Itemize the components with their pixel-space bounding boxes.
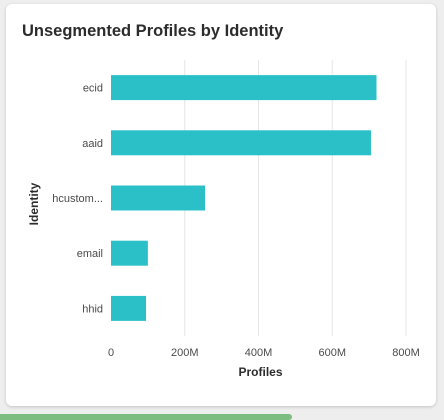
bar-4 bbox=[111, 295, 147, 321]
x-tick-label: 400M bbox=[245, 347, 273, 359]
y-tick-label: hhid bbox=[82, 303, 103, 315]
x-tick-label: 800M bbox=[392, 347, 420, 359]
bar-chart: ecid aaid hcustom... email hhid 0 200M 400M 600M… bbox=[27, 60, 420, 379]
bottom-progress-bar bbox=[0, 414, 292, 420]
x-tick-label: 0 bbox=[108, 347, 114, 359]
bar-3 bbox=[111, 240, 148, 266]
bar-1 bbox=[111, 130, 371, 156]
y-tick-label: email bbox=[77, 248, 103, 260]
card-title: Unsegmented Profiles by Identity bbox=[22, 22, 284, 40]
y-tick-label: ecid bbox=[83, 83, 103, 95]
chart-card: Unsegmented Profiles by Identity ecid aai… bbox=[6, 4, 436, 406]
bar-0 bbox=[111, 75, 377, 101]
y-axis-title: Identity bbox=[27, 182, 41, 225]
bar-2 bbox=[111, 185, 206, 211]
y-tick-label: aaid bbox=[82, 138, 103, 150]
y-tick-label: hcustom... bbox=[52, 193, 103, 205]
x-axis-title: Profiles bbox=[238, 365, 282, 379]
x-tick-label: 200M bbox=[171, 347, 199, 359]
x-tick-label: 600M bbox=[318, 347, 346, 359]
